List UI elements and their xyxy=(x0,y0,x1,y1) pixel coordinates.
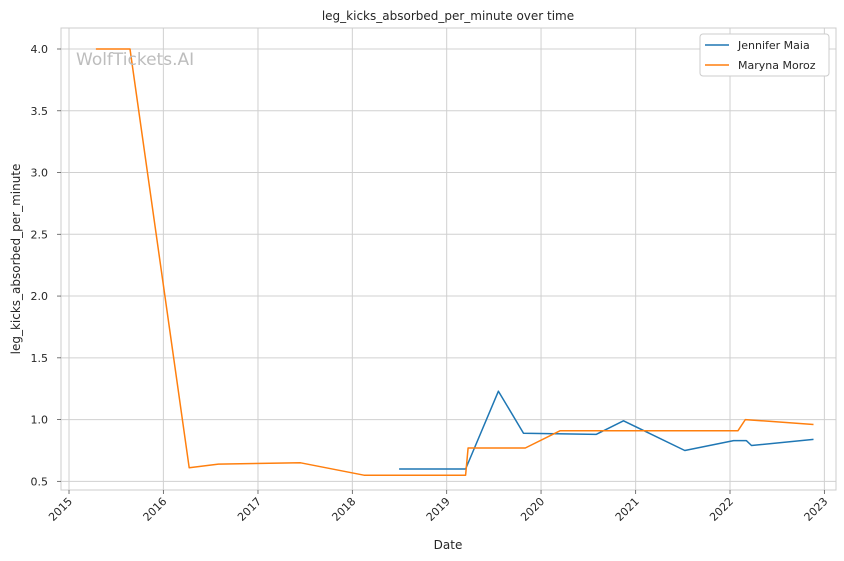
grid xyxy=(61,28,836,490)
chart-title: leg_kicks_absorbed_per_minute over time xyxy=(322,9,574,23)
y-axis-label: leg_kicks_absorbed_per_minute xyxy=(9,164,23,355)
y-axis-ticks: 0.5 1.0 1.5 2.0 2.5 3.0 3.5 4.0 xyxy=(31,43,61,488)
y-tick-label: 1.0 xyxy=(31,414,49,427)
plot-frame xyxy=(60,27,837,491)
watermark: WolfTickets.AI xyxy=(76,50,194,70)
y-tick-label: 2.5 xyxy=(31,228,49,241)
legend-label: Maryna Moroz xyxy=(738,59,816,72)
y-tick-label: 3.0 xyxy=(31,167,49,180)
legend: Jennifer Maia Maryna Moroz xyxy=(699,33,830,77)
y-tick-label: 3.5 xyxy=(31,105,49,118)
series-line-maryna-moroz xyxy=(95,48,814,476)
y-tick-label: 4.0 xyxy=(31,43,49,56)
series-line-jennifer-maia xyxy=(399,390,814,470)
legend-box xyxy=(699,33,830,77)
series-layer xyxy=(95,48,814,476)
x-axis-label: Date xyxy=(434,538,463,552)
y-tick-label: 1.5 xyxy=(31,352,49,365)
legend-label: Jennifer Maia xyxy=(737,39,810,52)
y-tick-label: 2.0 xyxy=(31,290,49,303)
y-tick-label: 0.5 xyxy=(31,475,49,488)
